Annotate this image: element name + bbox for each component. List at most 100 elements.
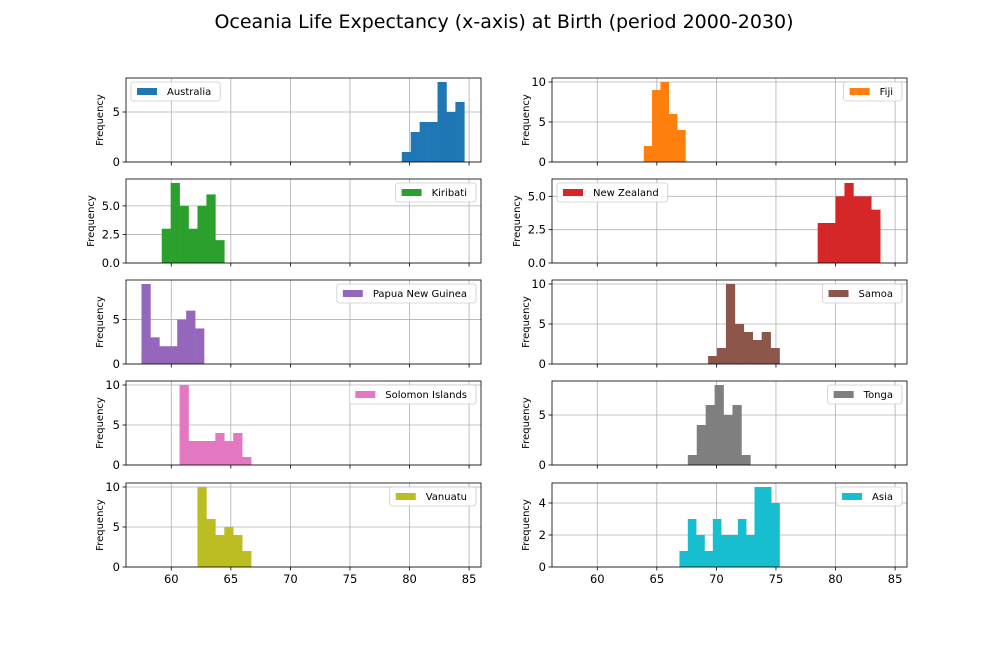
bar-fiji-4 xyxy=(677,130,686,162)
panels-group: 0 5 Frequency Australia 0 5 10 Frequency Fiji 0.0… xyxy=(86,75,908,586)
y-tick-label: 2 xyxy=(539,528,546,542)
legend-box xyxy=(843,81,903,102)
legend-fiji: Fiji xyxy=(843,81,903,102)
bar-fiji-0 xyxy=(643,146,653,162)
bar-kiribati-6 xyxy=(215,240,225,263)
legend-label: Kiribati xyxy=(432,188,467,199)
x-tick-label: 80 xyxy=(402,572,417,586)
legend-vanuatu: Vanuatu xyxy=(389,486,477,507)
bar-papua-new-guinea-6 xyxy=(195,328,205,364)
axes-frame xyxy=(551,482,908,568)
bar-asia-3 xyxy=(704,551,714,567)
bar-samoa-5 xyxy=(752,340,762,364)
y-tick-label: 5 xyxy=(113,105,120,119)
x-tick-label: 60 xyxy=(164,572,179,586)
legend-box xyxy=(348,384,477,405)
bar-asia-1 xyxy=(687,519,697,567)
y-axis-label: Frequency xyxy=(95,94,106,146)
bar-asia-0 xyxy=(679,551,689,567)
bar-kiribati-2 xyxy=(179,205,189,263)
x-tick-label: 75 xyxy=(769,572,784,586)
bar-kiribati-3 xyxy=(188,228,198,263)
legend-box xyxy=(822,283,903,304)
legend-swatch xyxy=(355,391,376,398)
bar-vanuatu-2 xyxy=(215,535,225,567)
bar-australia-3 xyxy=(428,122,438,162)
bar-samoa-2 xyxy=(725,284,736,364)
bar-asia-11 xyxy=(771,503,780,567)
y-axis-label: Frequency xyxy=(86,195,97,247)
axes-frame xyxy=(125,178,482,264)
chart-title: Oceania Life Expectancy (x-axis) at Birt… xyxy=(214,11,793,33)
y-tick-label: 0.0 xyxy=(102,256,120,270)
bar-tonga-2 xyxy=(705,405,715,465)
bar-tonga-1 xyxy=(696,425,706,465)
bar-australia-0 xyxy=(401,152,412,162)
bar-fiji-2 xyxy=(660,82,670,162)
y-tick-label: 5 xyxy=(113,418,120,432)
panel-kiribati: 0.0 2.5 5.0 Frequency Kiribati xyxy=(86,178,482,270)
legend-box xyxy=(556,182,669,203)
legend-label: Tonga xyxy=(863,390,893,401)
x-tick-label: 60 xyxy=(590,572,605,586)
bar-papua-new-guinea-0 xyxy=(141,284,151,364)
panel-new-zealand: 0.0 2.5 5.0 Frequency New Zealand xyxy=(512,178,908,270)
legend-box xyxy=(336,283,477,304)
bar-papua-new-guinea-1 xyxy=(150,337,160,364)
bar-solomon-islands-5 xyxy=(224,441,234,465)
y-tick-label: 5.0 xyxy=(102,199,120,213)
y-axis-label: Frequency xyxy=(521,296,532,348)
bar-australia-4 xyxy=(437,82,447,162)
panel-solomon-islands: 0 5 10 Frequency Solomon Islands xyxy=(95,378,482,472)
legend-samoa: Samoa xyxy=(822,283,903,304)
bar-tonga-6 xyxy=(741,455,751,465)
axes-frame xyxy=(551,380,908,466)
y-tick-label: 0 xyxy=(539,560,546,574)
bar-samoa-0 xyxy=(708,356,718,364)
axes-frame xyxy=(551,77,908,163)
legend-tonga: Tonga xyxy=(827,384,903,405)
bar-vanuatu-4 xyxy=(233,535,243,567)
y-axis-label: Frequency xyxy=(521,397,532,449)
legend-label: Papua New Guinea xyxy=(373,289,467,300)
bar-papua-new-guinea-5 xyxy=(186,310,196,364)
bar-new-zealand-1 xyxy=(826,223,836,263)
y-tick-label: 0 xyxy=(113,560,120,574)
x-tick-label: 65 xyxy=(224,572,239,586)
legend-australia: Australia xyxy=(130,81,221,102)
bar-australia-6 xyxy=(455,102,465,162)
bar-tonga-5 xyxy=(732,405,742,465)
bar-samoa-7 xyxy=(770,348,780,364)
y-axis-label: Frequency xyxy=(521,499,532,551)
y-tick-label: 10 xyxy=(105,378,120,392)
bar-samoa-6 xyxy=(761,332,771,364)
y-axis-label: Frequency xyxy=(512,195,523,247)
panel-vanuatu: 0 5 10 60 65 70 75 80 85 Frequency Vanuatu xyxy=(95,480,482,586)
bar-samoa-3 xyxy=(734,324,745,364)
bar-kiribati-0 xyxy=(161,228,171,263)
y-tick-label: 0 xyxy=(113,357,120,371)
legend-swatch xyxy=(828,290,849,297)
legend-papua-new-guinea: Papua New Guinea xyxy=(336,283,477,304)
bar-fiji-3 xyxy=(668,114,678,162)
bar-fiji-1 xyxy=(652,90,661,162)
y-tick-label: 5 xyxy=(539,115,546,129)
y-tick-label: 0 xyxy=(539,357,546,371)
axes-frame xyxy=(125,77,482,163)
y-tick-label: 0 xyxy=(113,458,120,472)
panel-australia: 0 5 Frequency Australia xyxy=(95,77,482,169)
x-tick-label: 80 xyxy=(828,572,843,586)
y-tick-label: 5 xyxy=(113,313,120,327)
legend-box xyxy=(395,182,477,203)
x-tick-label: 65 xyxy=(650,572,665,586)
bar-papua-new-guinea-2 xyxy=(159,346,169,364)
x-tick-label: 70 xyxy=(283,572,298,586)
axes-frame xyxy=(551,279,908,365)
axes-frame xyxy=(125,279,482,365)
x-tick-label: 75 xyxy=(343,572,358,586)
legend-kiribati: Kiribati xyxy=(395,182,477,203)
bar-solomon-islands-2 xyxy=(197,441,207,465)
legend-swatch xyxy=(842,493,863,500)
y-tick-label: 10 xyxy=(531,75,546,89)
